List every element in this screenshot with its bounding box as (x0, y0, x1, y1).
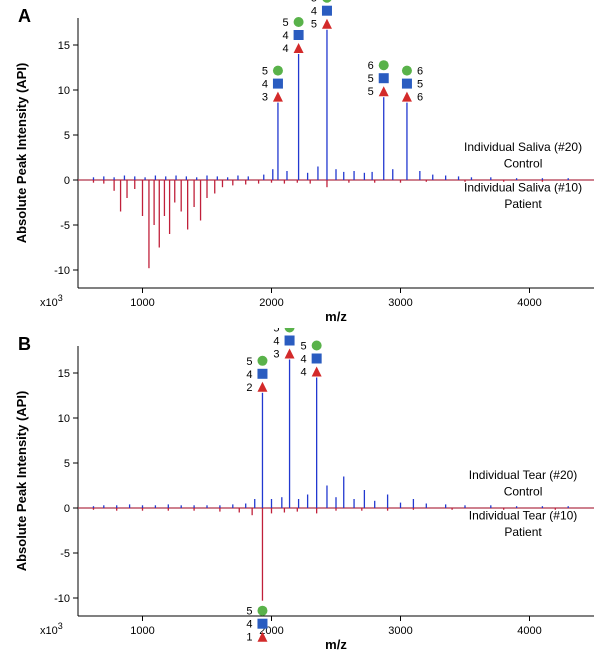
svg-text:Individual Saliva (#10): Individual Saliva (#10) (464, 181, 582, 195)
svg-text:5: 5 (64, 458, 70, 470)
svg-text:-10: -10 (54, 265, 70, 277)
svg-text:2000: 2000 (259, 297, 283, 309)
svg-text:Absolute Peak Intensity (API): Absolute Peak Intensity (API) (14, 391, 29, 572)
svg-text:2: 2 (246, 382, 252, 394)
svg-text:5: 5 (368, 73, 374, 85)
svg-text:4: 4 (262, 79, 268, 91)
svg-text:Individual Saliva (#20): Individual Saliva (#20) (464, 140, 582, 154)
svg-text:6: 6 (368, 60, 374, 72)
svg-text:3: 3 (262, 92, 268, 104)
svg-text:4: 4 (273, 336, 279, 348)
svg-text:6: 6 (417, 66, 423, 78)
svg-text:10: 10 (58, 85, 70, 97)
svg-text:4: 4 (311, 6, 317, 18)
svg-text:5: 5 (273, 328, 279, 335)
svg-text:Control: Control (504, 484, 543, 498)
svg-text:Control: Control (504, 156, 543, 170)
svg-text:5: 5 (246, 606, 252, 618)
svg-text:Patient: Patient (504, 197, 542, 211)
panel-b: B -10-50510151000200030004000Absolute Pe… (0, 328, 614, 656)
svg-text:5: 5 (246, 356, 252, 368)
svg-text:Individual Tear (#20): Individual Tear (#20) (469, 468, 578, 482)
svg-text:5: 5 (64, 130, 70, 142)
svg-text:15: 15 (58, 368, 70, 380)
svg-text:3000: 3000 (388, 625, 412, 637)
svg-text:5: 5 (311, 0, 317, 5)
svg-text:1000: 1000 (130, 625, 154, 637)
svg-text:-10: -10 (54, 593, 70, 605)
svg-text:15: 15 (58, 40, 70, 52)
svg-text:4: 4 (282, 30, 288, 42)
svg-text:4: 4 (246, 619, 252, 631)
svg-text:4000: 4000 (517, 625, 541, 637)
svg-text:0: 0 (64, 503, 70, 515)
svg-text:3: 3 (273, 349, 279, 361)
svg-text:Patient: Patient (504, 525, 542, 539)
panel-b-plot: -10-50510151000200030004000Absolute Peak… (0, 328, 614, 656)
svg-text:0: 0 (64, 175, 70, 187)
svg-text:10: 10 (58, 413, 70, 425)
svg-text:x103: x103 (40, 293, 63, 309)
svg-text:4: 4 (282, 43, 288, 55)
svg-text:5: 5 (417, 79, 423, 91)
svg-text:Individual Tear (#10): Individual Tear (#10) (469, 509, 578, 523)
svg-text:x103: x103 (40, 621, 63, 637)
svg-text:5: 5 (368, 86, 374, 98)
svg-text:1: 1 (246, 632, 252, 644)
svg-text:m/z: m/z (325, 309, 347, 324)
svg-text:5: 5 (262, 66, 268, 78)
svg-text:4: 4 (301, 367, 307, 379)
svg-text:4: 4 (301, 354, 307, 366)
svg-text:4: 4 (246, 369, 252, 381)
svg-text:-5: -5 (60, 220, 70, 232)
svg-text:Absolute Peak Intensity (API): Absolute Peak Intensity (API) (14, 63, 29, 244)
svg-text:-5: -5 (60, 548, 70, 560)
svg-text:5: 5 (282, 17, 288, 29)
svg-text:4000: 4000 (517, 297, 541, 309)
svg-text:3000: 3000 (388, 297, 412, 309)
svg-text:5: 5 (311, 19, 317, 31)
panel-a: A -10-50510151000200030004000Absolute Pe… (0, 0, 614, 328)
svg-text:m/z: m/z (325, 637, 347, 652)
panel-a-plot: -10 -5 0 5 10 15 1000 2000 3000 4000 Absolute Peak… (0, 0, 614, 328)
svg-text:6: 6 (417, 92, 423, 104)
svg-text:5: 5 (301, 341, 307, 353)
figure: A -10-50510151000200030004000Absolute Pe… (0, 0, 614, 656)
svg-text:1000: 1000 (130, 297, 154, 309)
